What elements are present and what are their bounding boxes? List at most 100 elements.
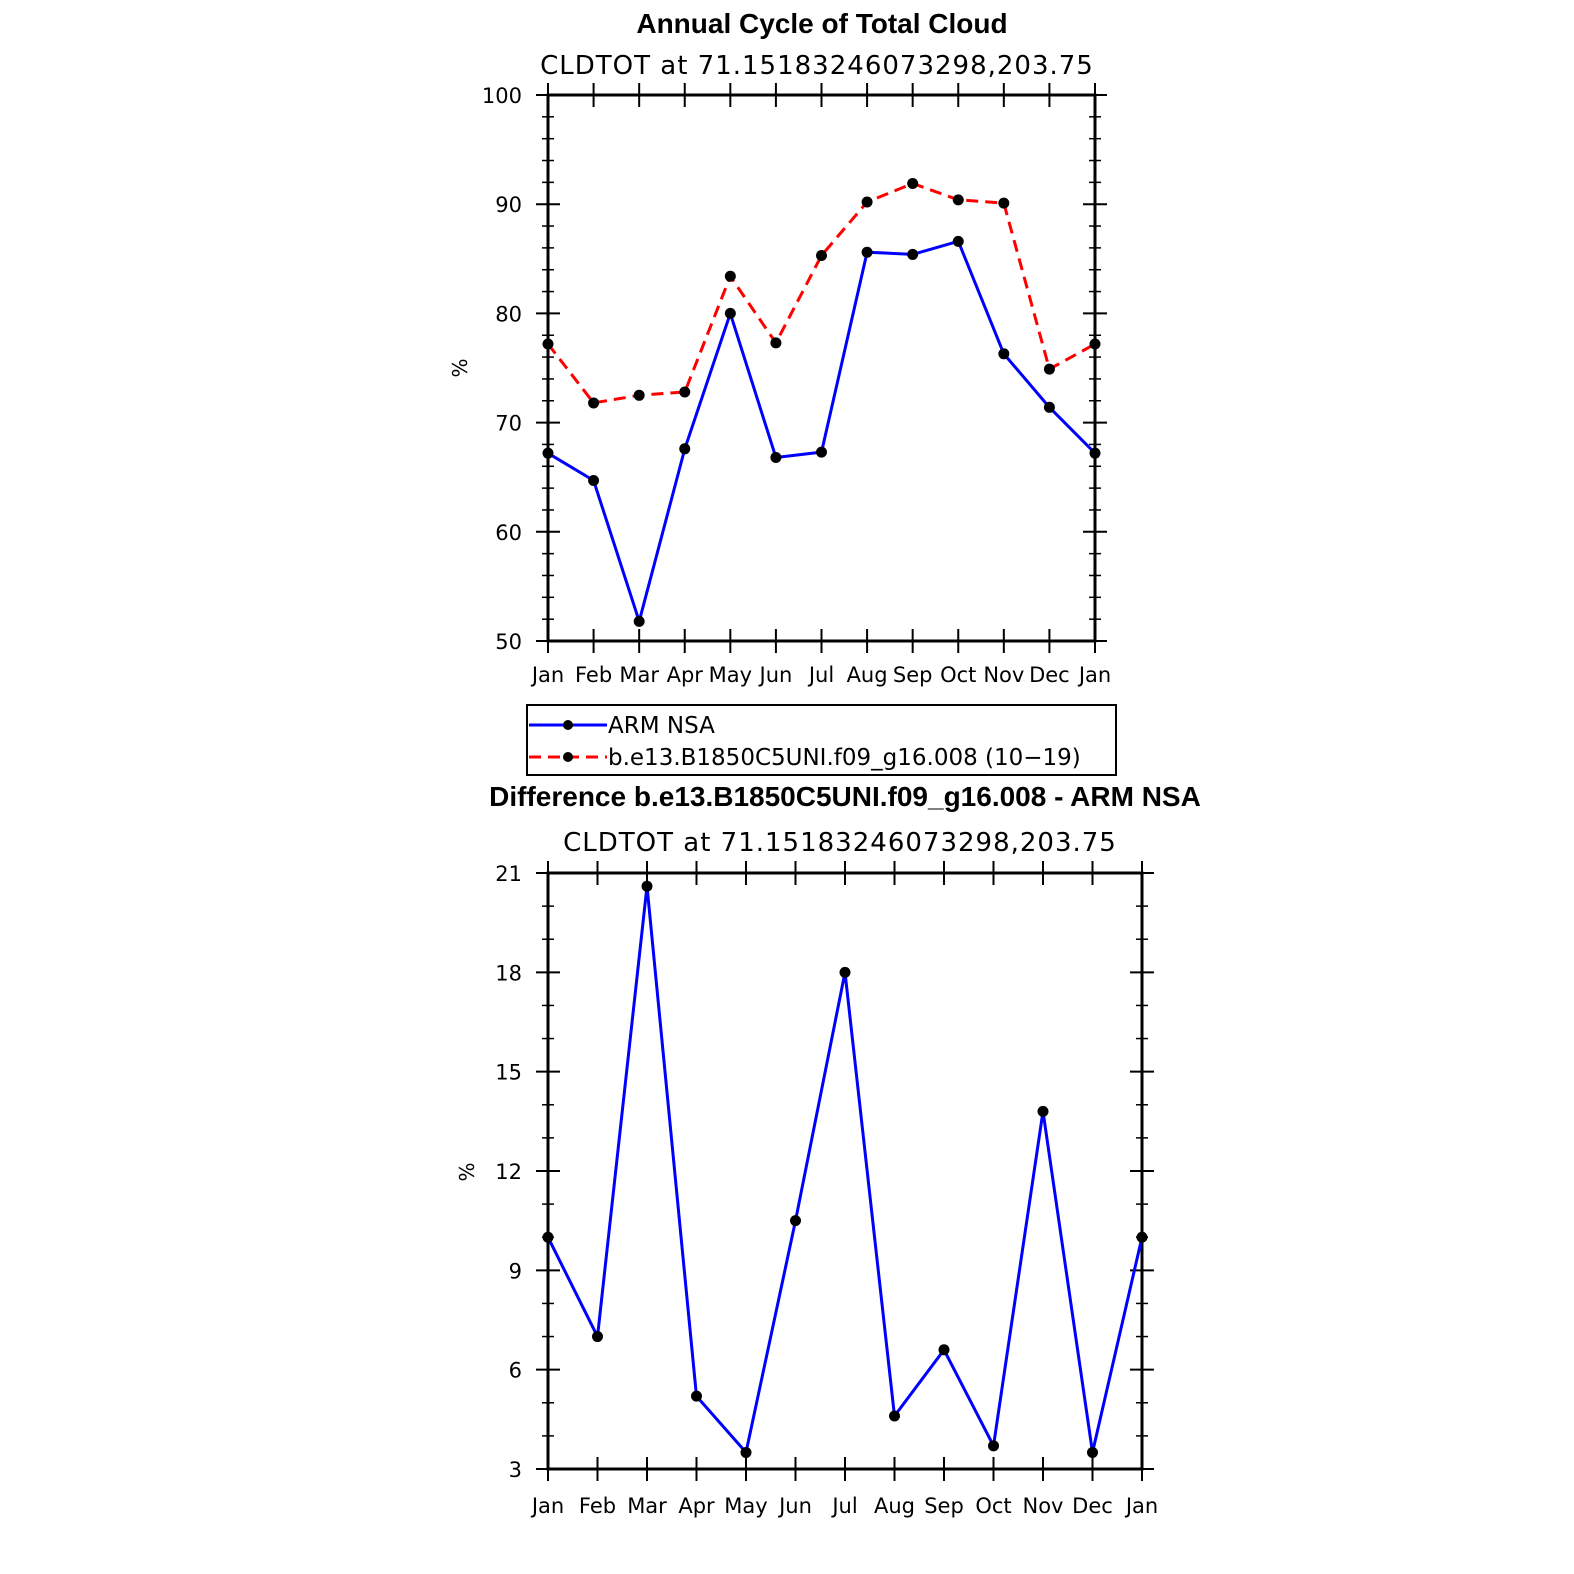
x-tick-label: Mar [627, 1494, 667, 1518]
data-point [816, 446, 827, 458]
y-tick-label: 50 [495, 630, 522, 654]
data-point [988, 1440, 999, 1452]
y-tick-label: 15 [495, 1061, 522, 1085]
data-point [907, 248, 919, 260]
plot-frame [546, 93, 1097, 643]
x-tick-label: Oct [975, 1494, 1011, 1518]
data-point [592, 1331, 603, 1343]
data-point [861, 196, 873, 208]
data-point [938, 1344, 950, 1356]
legend-label-model: b.e13.B1850C5UNI.f09_g16.008 (10−19) [608, 745, 1081, 771]
chart-title: Difference b.e13.B1850C5UNI.f09_g16.008 … [489, 781, 1201, 812]
legend-marker-model [563, 752, 573, 762]
data-point [998, 197, 1010, 209]
x-tick-label: Feb [579, 1494, 616, 1518]
x-tick-label: Oct [940, 663, 976, 687]
y-tick-label: 9 [509, 1259, 522, 1283]
x-tick-label: Dec [1029, 663, 1070, 687]
data-point [691, 1390, 702, 1402]
data-point [542, 1231, 554, 1243]
data-point [740, 1446, 752, 1458]
y-tick-label: 60 [495, 521, 522, 545]
data-point [839, 966, 851, 978]
data-point [542, 338, 554, 350]
legend-box [526, 704, 1117, 776]
x-tick-label: Jul [830, 1494, 857, 1518]
legend-label-arm: ARM NSA [608, 713, 715, 739]
y-tick-label: 70 [495, 412, 522, 436]
x-tick-label: Jun [758, 663, 793, 687]
legend: ARM NSA b.e13.B1850C5UNI.f09_g16.008 (10… [526, 704, 1117, 776]
data-point [861, 246, 873, 258]
data-point [952, 235, 964, 247]
x-tick-label: Aug [847, 663, 888, 687]
chart-subtitle: CLDTOT at 71.15183246073298,203.75 [540, 51, 1094, 81]
data-point [770, 452, 782, 464]
annual-cycle-chart: Annual Cycle of Total Cloud CLDTOT at 71… [448, 8, 1117, 776]
data-point [724, 307, 736, 319]
data-point [790, 1215, 801, 1227]
plot-axes: 50 60 70 80 90 100 Jan Feb Mar Apr May Jun Jul Aug Sep… [482, 83, 1111, 687]
y-tick-label: 80 [495, 302, 522, 326]
y-tick-label: 3 [509, 1458, 522, 1482]
y-tick-label: 100 [482, 84, 522, 108]
x-tick-label: Jun [777, 1494, 812, 1518]
data-point [907, 177, 919, 189]
data-point [641, 880, 653, 892]
data-point [1089, 447, 1101, 459]
y-tick-label: 18 [495, 961, 522, 985]
data-point [1136, 1231, 1148, 1243]
series-layer [542, 177, 1101, 627]
data-point [679, 386, 691, 398]
x-tick-label: Feb [575, 663, 612, 687]
data-point [889, 1410, 900, 1422]
data-point [952, 194, 964, 206]
legend-marker-arm [563, 720, 573, 730]
y-axis-label: % [455, 1162, 479, 1181]
x-tick-label: Apr [678, 1494, 715, 1518]
data-point [633, 389, 645, 401]
chart-title: Annual Cycle of Total Cloud [636, 8, 1007, 39]
x-tick-label: Aug [874, 1494, 915, 1518]
series-layer [542, 880, 1148, 1458]
y-tick-label: 90 [495, 193, 522, 217]
data-point [542, 447, 554, 459]
series-line [547, 239, 1097, 627]
y-tick-label: 6 [509, 1359, 522, 1383]
data-point [633, 615, 645, 627]
y-axis-label: % [448, 358, 472, 377]
data-point [1043, 363, 1055, 375]
x-tick-label: Sep [893, 663, 933, 687]
y-tick-label: 12 [495, 1160, 522, 1184]
plot-axes: 3 6 9 12 15 18 21 Jan Feb Mar Apr May Jun Jul Aug Sep Oc… [495, 861, 1158, 1518]
data-point [724, 270, 736, 282]
data-point [1087, 1446, 1098, 1458]
data-point [770, 337, 782, 349]
x-tick-label: Nov [1023, 1494, 1064, 1518]
x-tick-label: Apr [667, 663, 704, 687]
data-point [816, 250, 827, 262]
x-tick-label: Jan [530, 663, 564, 687]
data-point [588, 397, 600, 409]
x-tick-label: May [724, 1494, 767, 1518]
data-point [998, 348, 1010, 360]
x-tick-label: Jan [530, 1494, 564, 1518]
data-point [1037, 1105, 1049, 1117]
x-tick-label: Jan [1077, 663, 1111, 687]
chart-subtitle: CLDTOT at 71.15183246073298,203.75 [563, 828, 1117, 858]
x-tick-label: May [709, 663, 752, 687]
series-line [546, 181, 1096, 405]
x-tick-label: Nov [983, 663, 1024, 687]
x-tick-label: Dec [1072, 1494, 1113, 1518]
x-tick-label: Mar [619, 663, 659, 687]
data-point [679, 443, 691, 455]
data-point [1043, 401, 1055, 413]
difference-chart: Difference b.e13.B1850C5UNI.f09_g16.008 … [455, 781, 1201, 1518]
y-tick-label: 21 [495, 862, 522, 886]
data-point [588, 474, 600, 486]
data-point [1089, 338, 1101, 350]
x-tick-label: Sep [924, 1494, 964, 1518]
x-tick-label: Jul [807, 663, 834, 687]
x-tick-label: Jan [1124, 1494, 1158, 1518]
